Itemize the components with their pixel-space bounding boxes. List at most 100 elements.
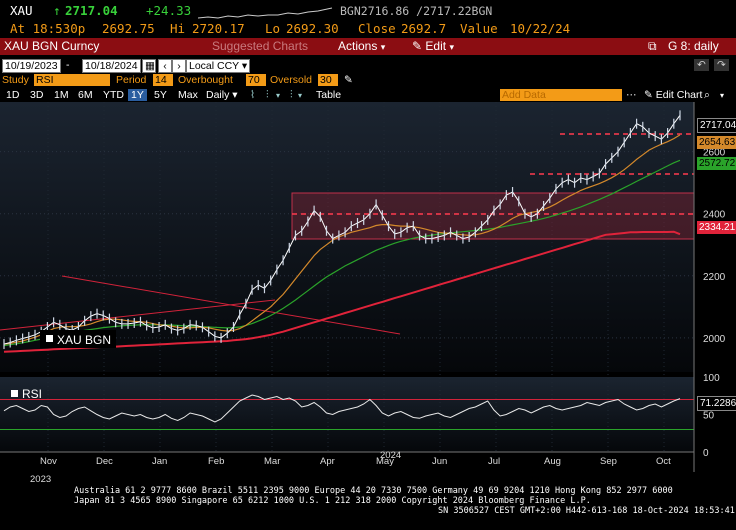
up-arrow-icon: ↑ <box>53 3 61 18</box>
timeframe-1y[interactable]: 1Y <box>128 89 147 101</box>
period-select[interactable]: Daily ▾ <box>206 89 238 101</box>
close-price: 2692.7 <box>401 21 447 36</box>
year-label: 2023 <box>30 474 51 485</box>
value-label: Value <box>460 21 498 36</box>
x-tick-label: Jan <box>152 456 167 467</box>
x-tick-label: Aug <box>544 456 561 467</box>
study-bar: Study RSI Period 14 Overbought 70 Overso… <box>0 73 736 88</box>
edit-button[interactable]: ✎ Edit ▾ <box>412 39 454 53</box>
end-date-field[interactable]: 10/18/2024 <box>82 59 141 73</box>
low-label: Lo <box>265 21 281 36</box>
footer-session: SN 3506527 CEST GMT+2:00 H442-613-168 18… <box>438 506 735 516</box>
y-tick-label: 2600 <box>703 148 726 159</box>
period-select-label: Daily <box>206 89 230 101</box>
price-change: +24.33 <box>146 3 192 18</box>
legend-swatch <box>46 335 53 342</box>
rsi-tick-label: 50 <box>703 411 715 422</box>
last-price: 2717.04 <box>65 3 118 18</box>
rsi-line <box>3 394 681 423</box>
series-line-xau-bgn <box>3 115 681 345</box>
sparkline-icon <box>198 7 333 19</box>
edit-label: Edit <box>425 39 447 53</box>
x-tick-label: Feb <box>208 456 224 467</box>
value-date: 10/22/24 <box>510 21 571 36</box>
x-tick-label: Dec <box>96 456 113 467</box>
last-price-tag: 2717.04 <box>697 118 736 133</box>
chevron-down-icon: ▾ <box>380 42 386 52</box>
pencil-icon[interactable]: ✎ <box>344 74 353 86</box>
undo-icon[interactable]: ↶ <box>694 59 709 71</box>
high-label: Hi <box>170 21 186 36</box>
zoom-icon[interactable]: ⌕ <box>704 89 710 101</box>
currency-label: Local CCY <box>189 60 239 72</box>
x-tick-label: May <box>376 456 394 467</box>
actions-button[interactable]: Actions ▾ <box>338 39 385 53</box>
chevron-down-icon[interactable]: ▾ <box>298 91 303 100</box>
ellipsis-icon[interactable]: ⋯ <box>626 89 637 101</box>
x-tick-label: Sep <box>600 456 617 467</box>
series-line-sma-50 <box>3 159 681 347</box>
suggested-charts-button[interactable]: Suggested Charts <box>212 39 309 53</box>
rsi-panel <box>0 377 694 452</box>
x-tick-label: Oct <box>656 456 671 467</box>
redo-icon[interactable]: ↷ <box>714 59 729 71</box>
year-label: 2024 <box>380 450 401 461</box>
open-price: 2692.75 <box>102 21 155 36</box>
chevron-down-icon: ▾ <box>449 42 454 52</box>
currency-select[interactable]: Local CCY ▾ <box>186 59 251 73</box>
legend-swatch <box>11 390 18 397</box>
security-name[interactable]: XAU BGN Curncy <box>4 39 100 53</box>
y-tick-label: 2200 <box>703 272 726 283</box>
x-tick-label: Nov <box>40 456 57 467</box>
chevron-down-icon: ▾ <box>232 89 238 101</box>
timeframe-1d[interactable]: 1D <box>6 89 20 101</box>
prev-arrow-icon[interactable]: ‹ <box>158 59 172 73</box>
bar-chart-icon[interactable]: ⫶ <box>266 89 269 101</box>
actions-label: Actions <box>338 39 378 53</box>
start-date-field[interactable]: 10/19/2023 <box>2 59 61 73</box>
x-tick-label: Apr <box>320 456 335 467</box>
edit-chart-button[interactable]: ✎ Edit Chart <box>644 89 702 101</box>
add-data-input[interactable]: Add Data <box>500 89 622 101</box>
timeframe-6m[interactable]: 6M <box>78 89 93 101</box>
footer: Australia 61 2 9777 8600 Brazil 5511 239… <box>0 486 736 530</box>
trend-line-up <box>0 299 276 331</box>
launch-icon[interactable]: ⧉ <box>648 39 657 53</box>
next-arrow-icon[interactable]: › <box>172 59 186 73</box>
close-label: Close <box>358 21 396 36</box>
date-separator: - <box>66 59 70 71</box>
timeframe-5y[interactable]: 5Y <box>154 89 167 101</box>
calendar-icon[interactable]: ▦ <box>142 59 156 73</box>
oversold-input[interactable]: 30 <box>318 74 338 86</box>
sma200-tag: 2334.21 <box>697 221 736 234</box>
footer-contacts-2: Japan 81 3 4565 8900 Singapore 65 6212 1… <box>74 496 591 506</box>
ticker: XAU <box>10 3 33 18</box>
timeframe-3d[interactable]: 3D <box>30 89 44 101</box>
series-line-sma-200 <box>3 230 681 353</box>
sma20-tag: 2654.63 <box>697 136 736 149</box>
chevron-down-icon[interactable]: ▾ <box>720 91 725 100</box>
x-tick-label: Jun <box>432 456 447 467</box>
chevron-down-icon[interactable]: ▾ <box>276 91 281 100</box>
price-chart[interactable]: 2000 2200 2400 2600 Nov Dec Jan Feb Mar Apr May Jun… <box>0 102 736 530</box>
chart-style-icon[interactable]: ⫶ <box>290 89 293 101</box>
chart-number: G 8: daily <box>668 39 719 53</box>
y-tick-label: 2400 <box>703 210 726 221</box>
timeframe-1m[interactable]: 1M <box>54 89 69 101</box>
price-legend <box>40 330 116 348</box>
quote-header: XAU ↑ 2717.04 +24.33 BGN2716.86 /2717.22… <box>0 0 736 38</box>
study-select[interactable]: RSI <box>34 74 110 86</box>
highlight-zone <box>291 192 695 240</box>
table-button[interactable]: Table <box>316 89 342 101</box>
timeframe-ytd[interactable]: YTD <box>103 89 124 101</box>
line-chart-icon[interactable]: ⌇ <box>250 89 256 101</box>
quote-time: At 18:530p <box>10 21 86 36</box>
period-input[interactable]: 14 <box>153 74 173 86</box>
footer-contacts-1: Australia 61 2 9777 8600 Brazil 5511 239… <box>74 486 673 496</box>
x-tick-label: Jul <box>488 456 500 467</box>
overbought-input[interactable]: 70 <box>246 74 266 86</box>
rsi-legend-label: RSI <box>22 387 42 401</box>
timeframe-max[interactable]: Max <box>178 89 198 101</box>
price-legend-label: XAU BGN <box>57 333 111 347</box>
x-tick-label: Mar <box>264 456 280 467</box>
